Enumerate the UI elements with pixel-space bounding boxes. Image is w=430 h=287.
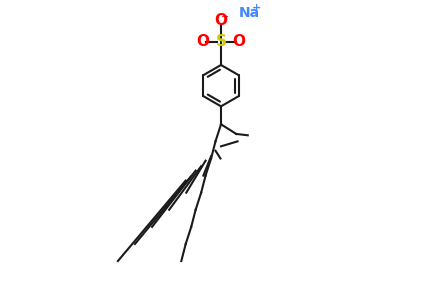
Text: O: O: [232, 34, 245, 49]
Text: −: −: [221, 12, 229, 22]
Text: O: O: [214, 13, 227, 28]
Text: O: O: [196, 34, 209, 49]
Text: +: +: [251, 3, 260, 13]
Text: Na: Na: [238, 5, 259, 20]
Text: S: S: [215, 34, 226, 49]
